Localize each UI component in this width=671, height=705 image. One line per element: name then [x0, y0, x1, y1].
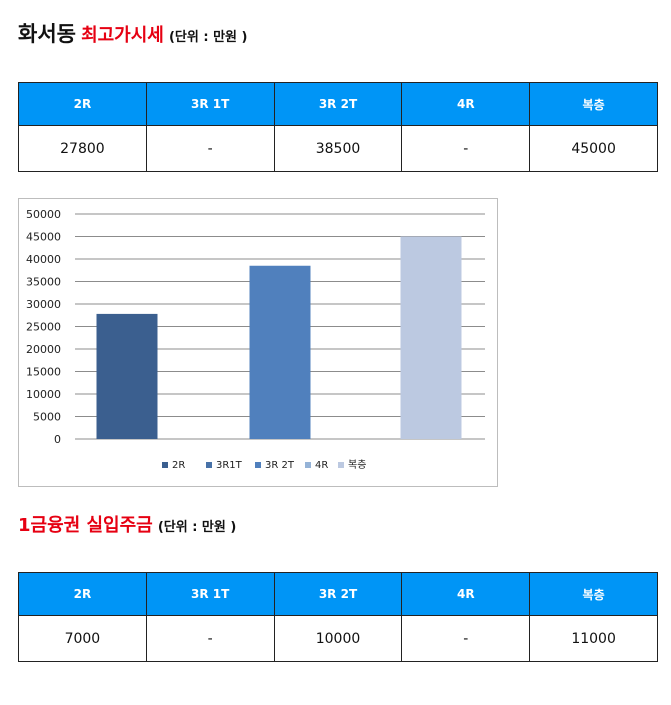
legend-label: 3R 2T — [265, 460, 295, 471]
y-tick-label: 10000 — [26, 388, 61, 401]
table-header-cell: 2R — [18, 572, 147, 616]
y-tick-label: 30000 — [26, 298, 61, 311]
section2-title: 1금융권 실입주금 — [18, 515, 153, 536]
table-cell: 27800 — [18, 125, 147, 172]
price-chart: 0 5000 10000 15000 20000 25000 30000 35000 40000… — [18, 198, 498, 487]
legend-label: 4R — [315, 460, 328, 471]
legend-label: 3R1T — [216, 460, 243, 471]
table-header-cell: 3R 2T — [273, 82, 403, 126]
table-header-cell: 4R — [401, 82, 531, 126]
table-header-cell: 복층 — [529, 82, 658, 126]
table-cell: - — [401, 125, 531, 172]
bar — [400, 236, 462, 439]
table-cell: 45000 — [529, 125, 658, 172]
table-row: 7000 - 10000 - 11000 — [18, 615, 658, 662]
table-cell: 38500 — [273, 125, 403, 172]
section1-title: 화서동 — [18, 22, 76, 46]
chart-svg: 0 5000 10000 15000 20000 25000 30000 35000 40000… — [26, 208, 485, 471]
table-header-row: 2R 3R 1T 3R 2T 4R 복층 — [18, 82, 658, 126]
table-header-cell: 3R 2T — [273, 572, 403, 616]
table-header-cell: 복층 — [529, 572, 658, 616]
y-tick-label: 5000 — [33, 411, 61, 424]
table-cell: 10000 — [273, 615, 403, 662]
legend-swatch — [338, 462, 344, 468]
deposit-table: 2R 3R 1T 3R 2T 4R 복층 7000 - 10000 - 1100… — [18, 572, 658, 662]
section2-heading: 1금융권 실입주금 (단위 : 만원 ) — [18, 511, 236, 537]
y-tick-label: 50000 — [26, 208, 61, 221]
legend-label: 복층 — [348, 459, 366, 471]
y-tick-label: 45000 — [26, 231, 61, 244]
table-header-cell: 2R — [18, 82, 147, 126]
section1-subtitle: 최고가시세 — [81, 25, 164, 46]
legend-swatch — [255, 462, 261, 468]
price-table: 2R 3R 1T 3R 2T 4R 복층 27800 - 38500 - 450… — [18, 82, 658, 172]
table-cell: 11000 — [529, 615, 658, 662]
legend-swatch — [305, 462, 311, 468]
table-cell: - — [401, 615, 531, 662]
table-cell: - — [145, 125, 275, 172]
section2-unit: (단위 : 만원 ) — [157, 520, 237, 535]
bar — [249, 265, 311, 439]
table-header-row: 2R 3R 1T 3R 2T 4R 복층 — [18, 572, 658, 616]
y-tick-label: 15000 — [26, 366, 61, 379]
legend-swatch — [162, 462, 168, 468]
section1-heading: 화서동 최고가시세 (단위 : 만원 ) — [18, 18, 247, 48]
y-tick-label: 20000 — [26, 343, 61, 356]
table-header-cell: 3R 1T — [145, 82, 275, 126]
section1-unit: (단위 : 만원 ) — [168, 30, 248, 45]
bar — [96, 313, 158, 439]
table-header-cell: 4R — [401, 572, 531, 616]
y-tick-label: 35000 — [26, 276, 61, 289]
y-tick-label: 25000 — [26, 321, 61, 334]
table-cell: - — [145, 615, 275, 662]
legend-swatch — [206, 462, 212, 468]
table-cell: 7000 — [18, 615, 147, 662]
table-row: 27800 - 38500 - 45000 — [18, 125, 658, 172]
y-tick-label: 0 — [54, 433, 61, 446]
table-header-cell: 3R 1T — [145, 572, 275, 616]
y-tick-label: 40000 — [26, 253, 61, 266]
legend-label: 2R — [172, 460, 185, 471]
